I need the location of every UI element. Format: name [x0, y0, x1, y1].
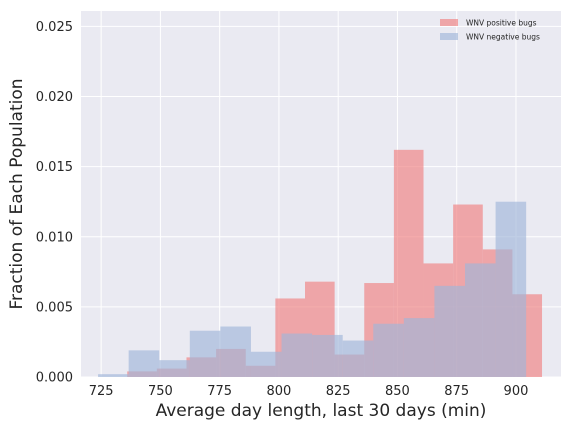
legend-label: WNV positive bugs	[466, 19, 537, 28]
y-tick-labels: 0.000 0.005 0.010 0.015 0.020 0.025	[36, 20, 73, 386]
legend-swatch	[440, 33, 458, 40]
x-tick-label: 825	[326, 384, 351, 399]
x-tick-label: 775	[207, 384, 232, 399]
histogram-bar-series-2	[342, 340, 374, 377]
legend: WNV positive bugs WNV negative bugs	[440, 19, 540, 42]
x-tick-labels: 725 750 775 800 825 850 875 900	[89, 384, 529, 399]
histogram-bar-series-2	[373, 323, 404, 377]
y-tick-label: 0.005	[36, 300, 73, 315]
x-tick-label: 850	[385, 384, 410, 399]
y-tick-label: 0.015	[36, 160, 73, 175]
histogram-bar-series-2	[159, 360, 190, 377]
histogram-bar-series-2	[495, 201, 527, 377]
x-tick-label: 725	[89, 384, 114, 399]
histogram-bar-series-2	[220, 326, 251, 377]
y-tick-label: 0.020	[36, 90, 73, 105]
x-tick-label: 800	[267, 384, 292, 399]
histogram-bar-series-2	[403, 318, 435, 377]
histogram-bar-series-2	[434, 285, 465, 377]
histogram-bar-series-2	[312, 334, 343, 377]
histogram-bar-series-2	[189, 330, 221, 377]
histogram-bar-series-2	[98, 374, 129, 377]
y-tick-label: 0.010	[36, 230, 73, 245]
y-tick-label: 0.025	[36, 20, 73, 35]
histogram-bar-series-2	[250, 351, 282, 377]
legend-swatch	[440, 19, 458, 26]
x-tick-label: 875	[444, 384, 469, 399]
x-tick-label: 750	[148, 384, 173, 399]
histogram-bar-series-2	[281, 333, 313, 377]
histogram-bar-series-2	[128, 350, 160, 377]
histogram-bar-series-2	[465, 263, 496, 377]
legend-label: WNV negative bugs	[466, 33, 540, 42]
y-axis-label: Fraction of Each Population	[7, 78, 27, 309]
x-axis-label: Average day length, last 30 days (min)	[156, 401, 487, 421]
x-tick-label: 900	[504, 384, 529, 399]
y-tick-label: 0.000	[36, 371, 73, 386]
bars	[98, 149, 543, 377]
